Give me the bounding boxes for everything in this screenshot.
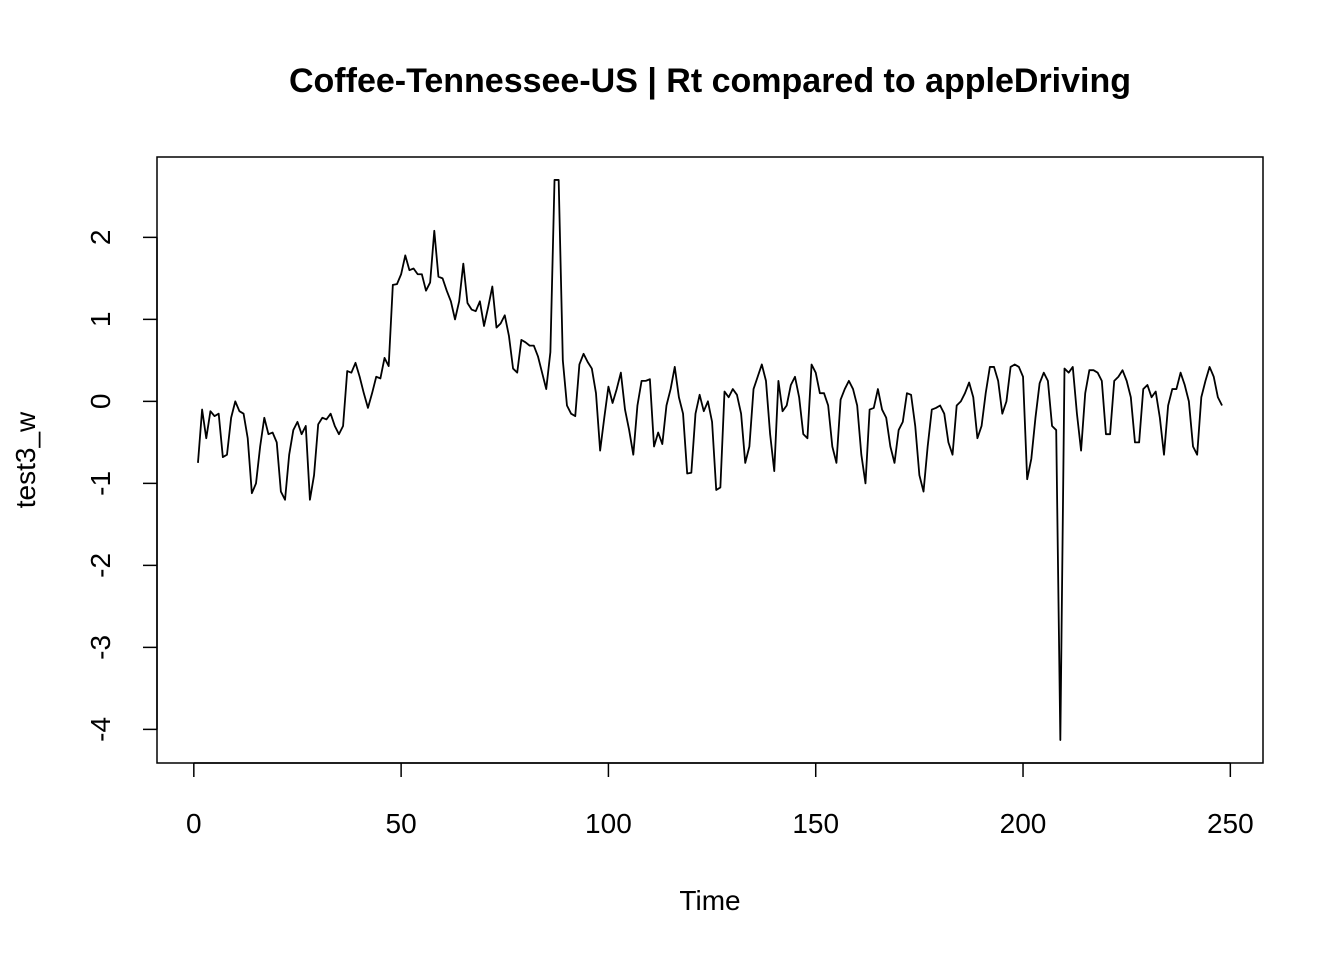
x-tick-label: 150: [792, 808, 839, 839]
y-tick-label: -1: [85, 471, 116, 496]
y-tick-label: 1: [85, 312, 116, 328]
x-tick-label: 250: [1207, 808, 1254, 839]
y-tick-label: -2: [85, 553, 116, 578]
x-axis-label: Time: [679, 885, 740, 916]
x-tick-label: 50: [386, 808, 417, 839]
chart-title: Coffee-Tennessee-US | Rt compared to app…: [289, 62, 1131, 100]
y-tick-label: 2: [85, 230, 116, 246]
y-tick-label: -4: [85, 717, 116, 742]
x-tick-label: 100: [585, 808, 632, 839]
x-tick-label: 0: [186, 808, 202, 839]
data-line: [197, 179, 1223, 741]
y-tick-label: 0: [85, 394, 116, 410]
plot-box: [156, 156, 1264, 764]
x-tick-label: 200: [1000, 808, 1047, 839]
y-axis-label: test3_w: [10, 411, 41, 508]
y-tick-label: -3: [85, 635, 116, 660]
